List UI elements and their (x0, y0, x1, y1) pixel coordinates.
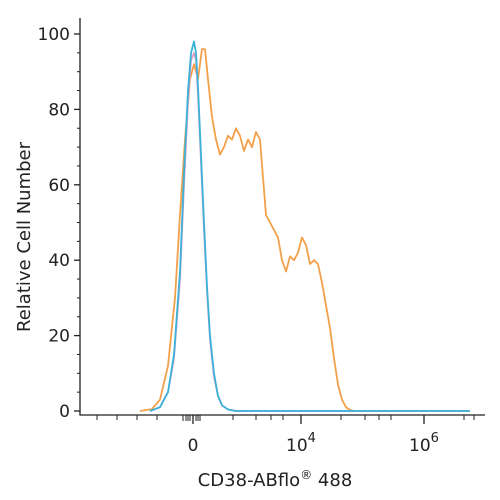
series-line-3 (149, 40, 470, 412)
x-axis-title: CD38-ABflo® 488 (198, 468, 353, 491)
x-tick-exponent-1: 4 (308, 431, 316, 446)
y-tick-label-80: 80 (48, 100, 70, 120)
x-axis-title-registered: ® (300, 468, 312, 482)
series-layer (139, 40, 470, 412)
x-ticks: 0 104 106 (96, 415, 475, 456)
x-tick-exponent-2: 6 (431, 431, 439, 446)
x-tick-label-0: 0 (188, 436, 199, 456)
y-ticks: 0 20 40 60 80 100 (38, 25, 80, 422)
y-tick-label-60: 60 (48, 176, 70, 196)
x-tick-label-1: 104 (286, 431, 316, 456)
y-axis-title: Relative Cell Number (14, 141, 35, 332)
axis-frame (79, 18, 485, 416)
x-axis-title-suffix: 488 (312, 470, 352, 491)
x-axis-title-main: CD38-ABflo (198, 470, 300, 491)
y-tick-label-20: 20 (48, 327, 70, 347)
y-tick-label-100: 100 (38, 25, 70, 45)
x-tick-label-2: 106 (409, 431, 439, 456)
y-tick-label-0: 0 (59, 402, 70, 422)
y-tick-label-40: 40 (48, 251, 70, 271)
series-line-1 (139, 48, 470, 412)
axes-layer (79, 18, 485, 416)
